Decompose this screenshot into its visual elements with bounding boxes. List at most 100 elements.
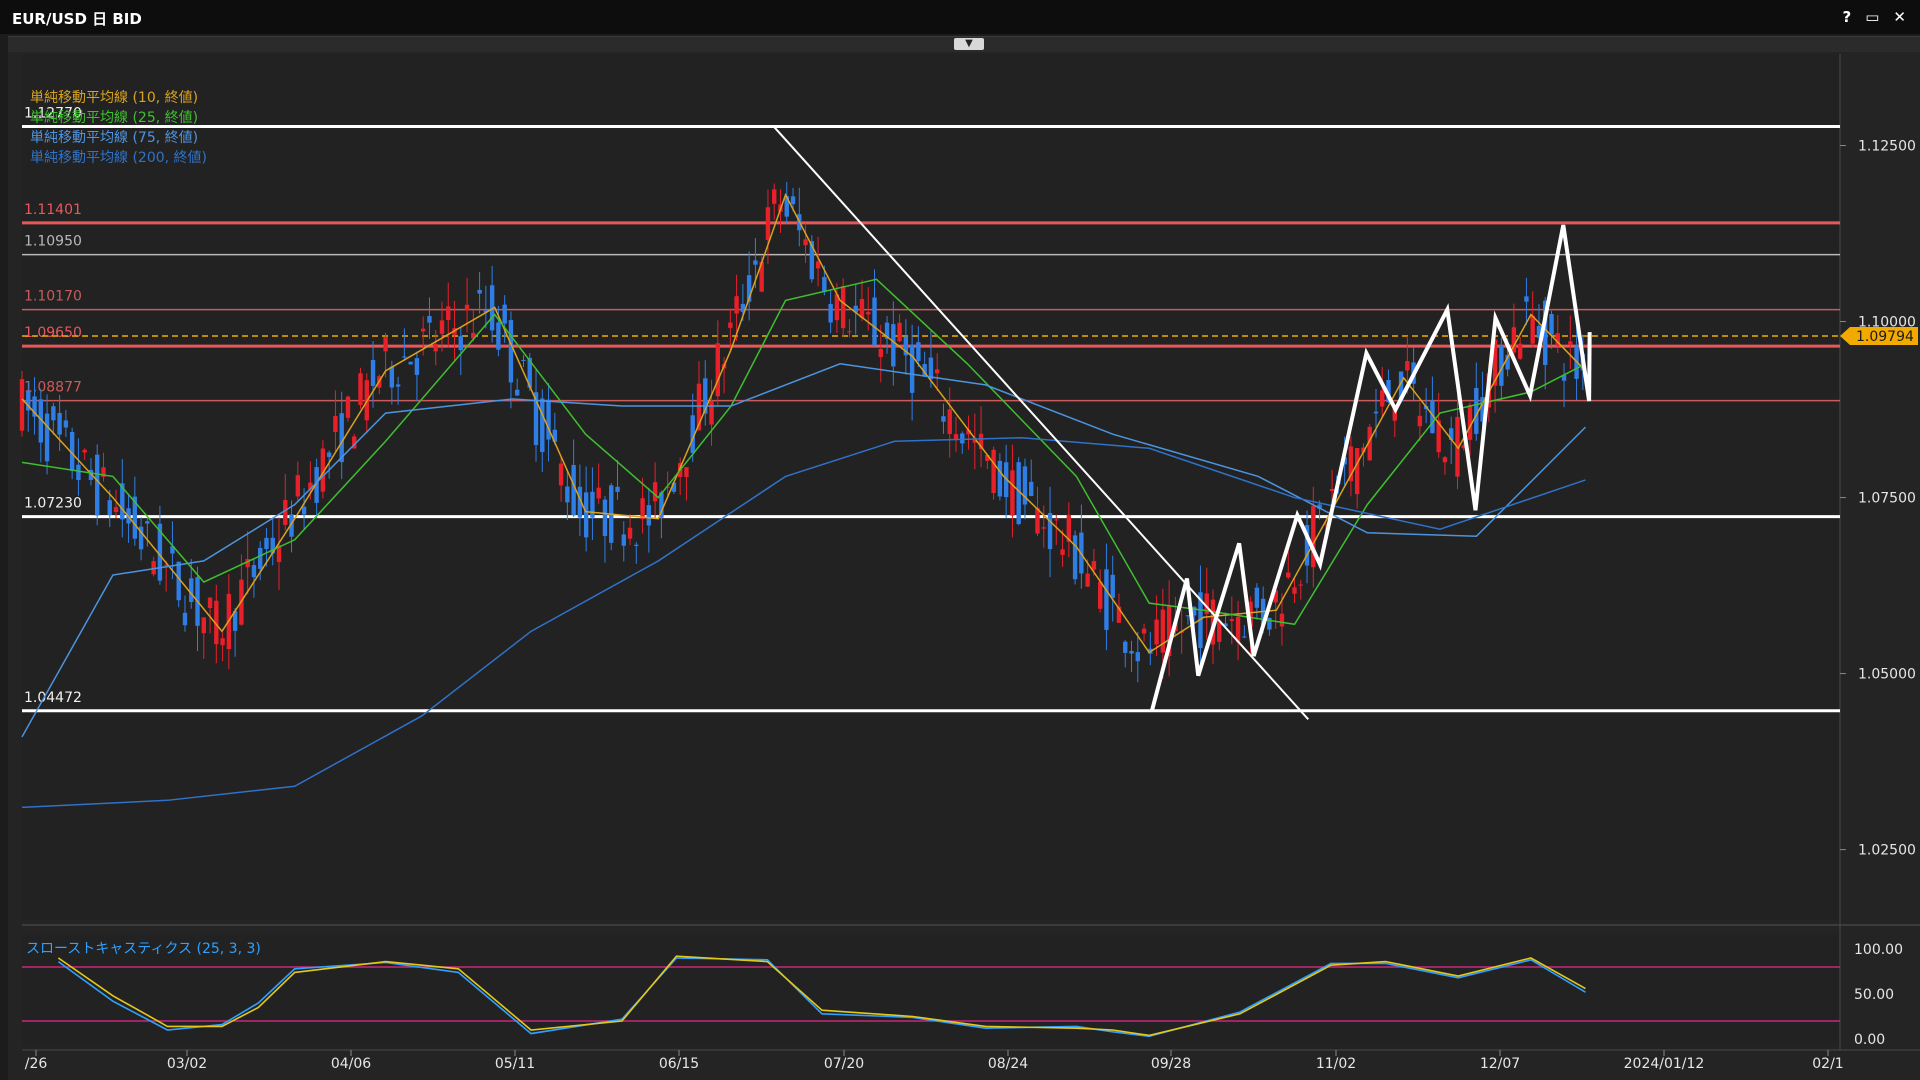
collapse-bar: ▼ <box>8 36 1920 53</box>
current-price-label: 1.09794 <box>1856 329 1914 345</box>
candle-body <box>1367 426 1372 461</box>
legend-entry: 単純移動平均線 (75, 終値) <box>30 130 198 146</box>
candle-body <box>283 499 288 525</box>
x-tick-label: /26 <box>25 1056 48 1072</box>
candle-body <box>1029 481 1034 496</box>
candle-body <box>1555 333 1560 346</box>
y-tick-label: 1.10000 <box>1858 315 1916 331</box>
osc-y-tick-label: 50.00 <box>1854 987 1894 1003</box>
candle-body <box>1461 445 1466 449</box>
candle-body <box>414 358 420 375</box>
candle-body <box>809 241 815 280</box>
candle-body <box>878 348 883 358</box>
candle-body <box>1254 587 1260 608</box>
candle-body <box>1298 584 1303 586</box>
candle-body <box>464 304 470 311</box>
level-label: 1.11401 <box>24 202 82 218</box>
candle-body <box>95 454 100 516</box>
candle-body <box>866 312 871 315</box>
candle-body <box>897 322 902 342</box>
candle-body <box>1354 448 1360 495</box>
candle-body <box>1047 512 1053 550</box>
candle-body <box>1279 613 1285 627</box>
candle-body <box>370 359 376 386</box>
candle-body <box>1505 354 1510 370</box>
candle-body <box>665 486 670 488</box>
candle-body <box>828 303 833 323</box>
candle-body <box>496 322 501 350</box>
candle-body <box>1235 616 1241 643</box>
current-price-tag <box>1840 327 1918 346</box>
candle-body <box>1480 397 1485 422</box>
title-bar[interactable]: EUR/USD 日 BID ? ▭ ✕ <box>0 0 1920 34</box>
candle-body <box>1154 619 1159 645</box>
level-label: 1.12770 <box>24 106 82 122</box>
candle-body <box>847 331 852 333</box>
candle-body <box>1248 601 1253 627</box>
candle-body <box>840 286 846 329</box>
y-tick-label: 1.02500 <box>1858 843 1916 859</box>
candle-body <box>420 328 426 332</box>
candle-body <box>295 475 301 497</box>
candle-body <box>941 416 946 422</box>
x-tick-label: 08/24 <box>988 1056 1028 1072</box>
candle-body <box>57 412 62 435</box>
candle-body <box>38 399 44 443</box>
candle-body <box>176 561 181 601</box>
candle-body <box>1267 617 1272 630</box>
candle-body <box>991 449 996 494</box>
candle-body <box>1311 505 1316 568</box>
candle-body <box>502 304 507 324</box>
close-button[interactable]: ✕ <box>1893 8 1906 26</box>
candle-body <box>314 467 319 503</box>
window-controls: ? ▭ ✕ <box>1843 8 1906 26</box>
candle-body <box>339 413 344 463</box>
candle-body <box>1543 300 1548 365</box>
candle-body <box>671 482 677 492</box>
candle-body <box>928 357 934 380</box>
candle-body <box>753 260 758 265</box>
candle-body <box>690 415 695 453</box>
window-title: EUR/USD 日 BID <box>12 10 142 28</box>
main-plot-bg <box>22 54 1840 920</box>
maximize-button[interactable]: ▭ <box>1865 8 1880 26</box>
candle-body <box>1166 606 1172 657</box>
candle-body <box>157 523 163 581</box>
level-label: 1.08877 <box>24 380 82 396</box>
candle-body <box>1016 462 1021 525</box>
candle-body <box>834 294 840 321</box>
candle-body <box>1449 428 1454 440</box>
candle-body <box>189 578 194 603</box>
candle-body <box>916 342 921 361</box>
candle-body <box>966 429 971 435</box>
candle-body <box>947 409 952 435</box>
candle-body <box>1104 569 1109 630</box>
candle-body <box>615 486 620 492</box>
candle-body <box>740 303 746 312</box>
candle-body <box>1329 488 1335 492</box>
candle-body <box>1286 572 1291 578</box>
candle-body <box>1223 623 1228 627</box>
candle-body <box>258 547 263 569</box>
candle-body <box>345 396 351 418</box>
candle-body <box>439 320 445 334</box>
candle-body <box>997 460 1003 497</box>
help-button[interactable]: ? <box>1842 8 1852 26</box>
candle-body <box>163 564 169 566</box>
candle-body <box>383 337 388 352</box>
candle-body <box>521 359 526 362</box>
candle-body <box>232 611 238 631</box>
y-tick-label: 1.12500 <box>1858 139 1916 155</box>
candle-body <box>1405 361 1410 371</box>
candle-body <box>790 196 796 205</box>
candle-body <box>1323 523 1329 525</box>
candle-body <box>1072 535 1078 580</box>
candle-body <box>138 526 144 550</box>
chevron-down-icon[interactable]: ▼ <box>954 38 984 50</box>
candle-body <box>1467 404 1473 440</box>
candle-body <box>1568 341 1573 345</box>
candle-body <box>1185 615 1191 617</box>
candle-body <box>703 378 708 414</box>
candle-body <box>853 305 858 313</box>
